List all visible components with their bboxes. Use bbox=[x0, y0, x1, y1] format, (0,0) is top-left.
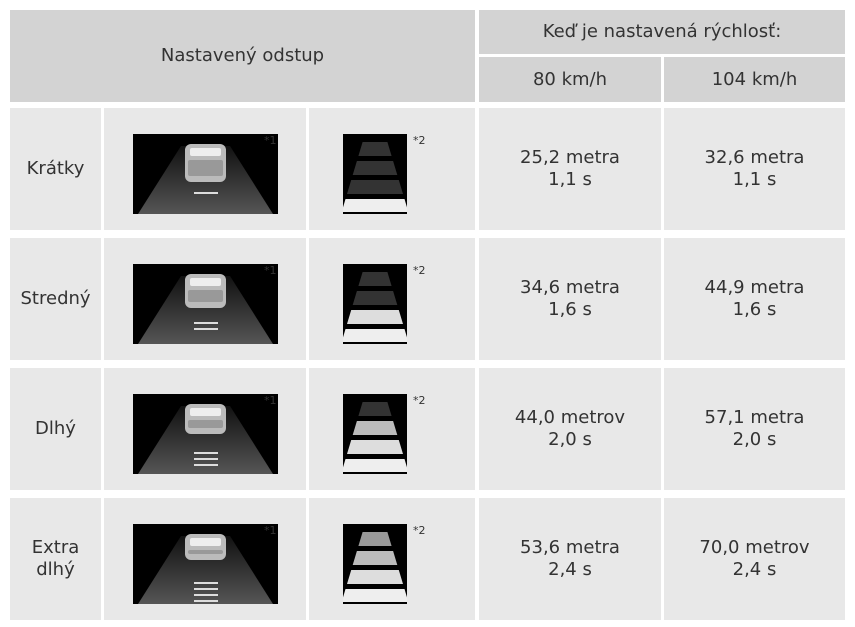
header-text: Nastavený odstup bbox=[160, 45, 325, 66]
value-text: 32,6 metra bbox=[704, 147, 805, 168]
value-text: 1,6 s bbox=[548, 299, 592, 320]
footnote: *1 bbox=[264, 134, 277, 147]
header-cell: Nastavený odstup bbox=[10, 10, 475, 102]
footnote: *2 bbox=[413, 264, 426, 277]
value-text: 2,4 s bbox=[732, 559, 777, 580]
header-cell: 80 km/h bbox=[479, 57, 661, 102]
row-label-cell: Extra dlhý bbox=[10, 498, 101, 620]
header-cell: 104 km/h bbox=[664, 57, 845, 102]
value-text: 1,1 s bbox=[548, 169, 592, 190]
bar-image bbox=[341, 134, 409, 214]
header-text: 80 km/h bbox=[532, 68, 608, 90]
value-text: 34,6 metra bbox=[520, 277, 620, 298]
bar-icon bbox=[341, 524, 409, 604]
value-cell: 53,6 metra 2,4 s bbox=[479, 498, 661, 620]
value-cell: 44,0 metrov 2,0 s bbox=[479, 368, 661, 490]
row-label: Krátky bbox=[26, 158, 85, 179]
header-text: 104 km/h bbox=[711, 68, 798, 90]
icon-cell: *2 bbox=[309, 368, 475, 490]
header-text: Keď je nastavená rýchlosť: bbox=[542, 21, 782, 42]
car-icon bbox=[133, 524, 278, 604]
header-cell: Keď je nastavená rýchlosť: bbox=[479, 10, 845, 54]
value-cell: 34,6 metra 1,6 s bbox=[479, 238, 661, 360]
value-text: 44,9 metra bbox=[704, 277, 805, 298]
value-cell: 44,9 metra 1,6 s bbox=[664, 238, 845, 360]
icon-cell: *1 bbox=[104, 368, 306, 490]
car-icon bbox=[133, 264, 278, 344]
icon-cell: *1 bbox=[104, 498, 306, 620]
value-cell: 57,1 metra 2,0 s bbox=[664, 368, 845, 490]
footnote: *2 bbox=[413, 524, 426, 537]
row-label: Extra dlhý bbox=[31, 537, 80, 580]
car-image bbox=[133, 264, 278, 344]
row-label: Dlhý bbox=[35, 418, 76, 439]
car-image bbox=[133, 394, 278, 474]
bar-image bbox=[341, 394, 409, 474]
icon-cell: *1 bbox=[104, 238, 306, 360]
row-label-cell: Stredný bbox=[10, 238, 101, 360]
icon-cell: *2 bbox=[309, 108, 475, 230]
value-text: 1,6 s bbox=[732, 299, 777, 320]
footnote: *2 bbox=[413, 134, 426, 147]
value-text: 57,1 metra bbox=[704, 407, 805, 428]
footnote: *2 bbox=[413, 394, 426, 407]
bar-image bbox=[341, 524, 409, 604]
value-cell: 32,6 metra 1,1 s bbox=[664, 108, 845, 230]
value-text: 2,0 s bbox=[732, 429, 777, 450]
bar-image bbox=[341, 264, 409, 344]
row-label: Stredný bbox=[20, 288, 91, 309]
value-text: 44,0 metrov bbox=[514, 407, 626, 428]
car-image bbox=[133, 134, 278, 214]
value-text: 25,2 metra bbox=[520, 147, 620, 168]
icon-cell: *2 bbox=[309, 498, 475, 620]
bar-icon bbox=[341, 264, 409, 344]
row-label-cell: Krátky bbox=[10, 108, 101, 230]
icon-cell: *2 bbox=[309, 238, 475, 360]
footnote: *1 bbox=[264, 264, 277, 277]
row-label-cell: Dlhý bbox=[10, 368, 101, 490]
value-text: 70,0 metrov bbox=[699, 537, 810, 558]
bar-icon bbox=[341, 394, 409, 474]
value-text: 2,0 s bbox=[548, 429, 592, 450]
value-cell: 70,0 metrov 2,4 s bbox=[664, 498, 845, 620]
footnote: *1 bbox=[264, 524, 277, 537]
car-icon bbox=[133, 134, 278, 214]
value-text: 2,4 s bbox=[548, 559, 592, 580]
car-icon bbox=[133, 394, 278, 474]
footnote: *1 bbox=[264, 394, 277, 407]
value-text: 53,6 metra bbox=[520, 537, 620, 558]
value-cell: 25,2 metra 1,1 s bbox=[479, 108, 661, 230]
car-image bbox=[133, 524, 278, 604]
bar-icon bbox=[341, 134, 409, 214]
icon-cell: *1 bbox=[104, 108, 306, 230]
value-text: 1,1 s bbox=[732, 169, 777, 190]
